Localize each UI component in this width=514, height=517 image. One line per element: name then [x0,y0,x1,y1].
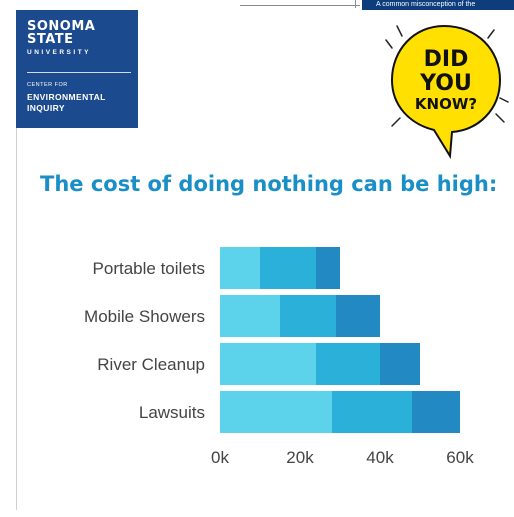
x-tick-label: 20k [286,448,314,467]
logo-line-environmental: ENVIRONMENTAL [27,92,106,102]
bar-segment-1 [220,343,316,385]
badge-line-you: YOU [419,71,472,96]
left-border [16,10,17,510]
logo-divider [27,72,131,73]
bar-segment-2 [280,295,336,337]
university-logo: SONOMA STATE UNIVERSITY CENTER FOR ENVIR… [16,10,138,128]
bar-segment-3 [316,247,340,289]
bar-segment-3 [336,295,380,337]
bar-segment-1 [220,295,280,337]
top-divider-vertical [355,0,356,8]
bar-segment-2 [316,343,380,385]
bar-segment-2 [260,247,316,289]
x-tick-label: 0k [211,448,229,467]
cost-bar-chart: Portable toilets Mobile Showers River Clea… [84,247,474,467]
category-label: Mobile Showers [84,307,205,326]
bar-segment-1 [220,247,260,289]
speech-bubble-shape [390,24,502,160]
logo-line-sonoma: SONOMA [27,19,96,34]
bar-segment-1 [220,391,332,433]
category-label: River Cleanup [97,355,205,374]
top-banner: A common misconception of the [362,0,514,10]
bar-segment-2 [332,391,412,433]
did-you-know-badge: DID YOU KNOW? [385,24,509,160]
headline: The cost of doing nothing can be high: [40,172,498,196]
bar-segment-3 [380,343,420,385]
logo-line-state: STATE [27,32,74,47]
logo-line-university: UNIVERSITY [27,49,92,56]
category-label: Portable toilets [93,259,205,278]
x-tick-label: 60k [446,448,474,467]
badge-line-know: KNOW? [415,95,477,113]
logo-line-inquiry: INQUIRY [27,103,65,113]
bar-segment-3 [412,391,460,433]
category-label: Lawsuits [139,403,205,422]
logo-line-center-for: CENTER FOR [27,82,68,88]
top-divider [240,5,360,6]
x-tick-label: 40k [366,448,394,467]
badge-line-did: DID [424,47,469,72]
